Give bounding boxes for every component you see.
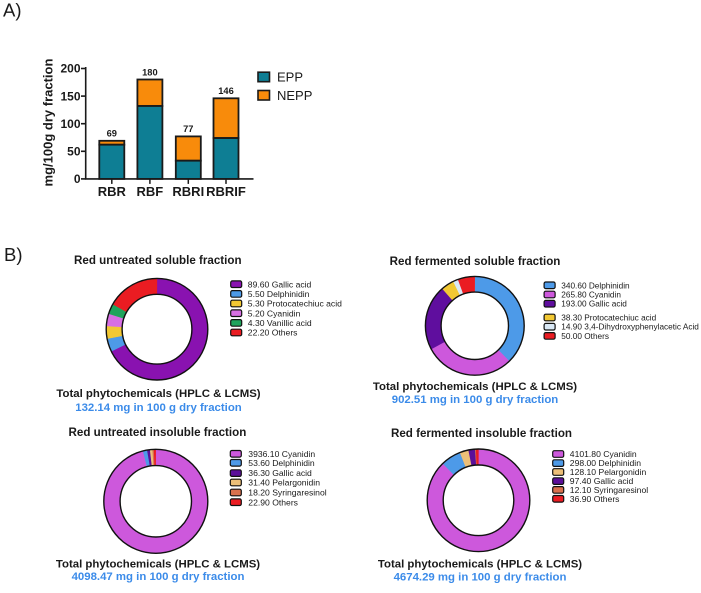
- svg-text:50.00 Others: 50.00 Others: [561, 332, 609, 341]
- svg-text:193.00 Gallic acid: 193.00 Gallic acid: [561, 300, 627, 309]
- svg-text:5.50 Delphinidin: 5.50 Delphinidin: [248, 289, 310, 299]
- svg-text:4674.29 mg in 100 g dry fracti: 4674.29 mg in 100 g dry fraction: [394, 571, 567, 583]
- svg-text:265.80 Cyanidin: 265.80 Cyanidin: [561, 290, 621, 299]
- svg-text:14.90 3,4-Dihydroxyphenylaceti: 14.90 3,4-Dihydroxyphenylacetic Acid: [561, 323, 699, 332]
- svg-text:146: 146: [218, 86, 234, 96]
- svg-text:150: 150: [60, 89, 80, 103]
- svg-text:NEPP: NEPP: [277, 88, 312, 103]
- svg-text:38.30 Protocatechiuc acid: 38.30 Protocatechiuc acid: [561, 313, 656, 322]
- svg-text:4098.47 mg in 100 g dry fracti: 4098.47 mg in 100 g dry fraction: [72, 571, 245, 583]
- svg-text:Total phytochemicals (HPLC & L: Total phytochemicals (HPLC & LCMS): [378, 559, 582, 571]
- svg-text:12.10 Syringaresinol: 12.10 Syringaresinol: [570, 485, 648, 495]
- svg-text:180: 180: [142, 67, 158, 77]
- svg-text:mg/100g dry fraction: mg/100g dry fraction: [41, 59, 56, 187]
- svg-text:Total phytochemicals (HPLC & L: Total phytochemicals (HPLC & LCMS): [56, 558, 260, 570]
- svg-text:RBRIF: RBRIF: [206, 184, 246, 199]
- svg-text:132.14 mg in 100 g dry fractio: 132.14 mg in 100 g dry fraction: [75, 402, 242, 414]
- svg-text:18.20 Syringaresinol: 18.20 Syringaresinol: [248, 488, 326, 498]
- svg-text:0: 0: [74, 172, 81, 186]
- svg-text:97.40 Gallic acid: 97.40 Gallic acid: [570, 476, 634, 486]
- svg-text:128.10 Pelargonidin: 128.10 Pelargonidin: [570, 467, 647, 477]
- svg-text:22.90 Others: 22.90 Others: [248, 497, 298, 507]
- svg-text:77: 77: [183, 124, 193, 134]
- svg-text:RBF: RBF: [137, 184, 164, 199]
- svg-text:EPP: EPP: [277, 70, 303, 85]
- svg-text:Red untreated insoluble fracti: Red untreated insoluble fraction: [69, 426, 247, 439]
- svg-text:100: 100: [60, 117, 80, 131]
- svg-text:69: 69: [107, 129, 117, 139]
- svg-text:22.20 Others: 22.20 Others: [248, 328, 298, 338]
- svg-text:89.60 Gallic acid: 89.60 Gallic acid: [248, 279, 312, 289]
- svg-text:A): A): [3, 0, 22, 21]
- svg-text:5.20 Cyanidin: 5.20 Cyanidin: [248, 308, 301, 318]
- svg-text:Total phytochemicals (HPLC & L: Total phytochemicals (HPLC & LCMS): [56, 388, 260, 400]
- svg-text:50: 50: [67, 145, 81, 159]
- svg-text:902.51 mg in 100 g dry fractio: 902.51 mg in 100 g dry fraction: [392, 394, 559, 406]
- svg-text:Red untreated soluble fraction: Red untreated soluble fraction: [74, 254, 242, 267]
- svg-text:4101.80 Cyanidin: 4101.80 Cyanidin: [570, 449, 637, 459]
- svg-text:36.90 Others: 36.90 Others: [570, 494, 620, 504]
- svg-text:53.60 Delphinidin: 53.60 Delphinidin: [248, 458, 315, 468]
- svg-text:4.30 Vanillic acid: 4.30 Vanillic acid: [248, 318, 312, 328]
- svg-text:RBRI: RBRI: [172, 184, 204, 199]
- svg-text:B): B): [4, 244, 23, 265]
- svg-text:Total phytochemicals (HPLC & L: Total phytochemicals (HPLC & LCMS): [373, 381, 577, 393]
- svg-text:298.00 Delphinidin: 298.00 Delphinidin: [570, 458, 641, 468]
- svg-text:Red fermented insoluble fracti: Red fermented insoluble fraction: [391, 427, 572, 440]
- svg-text:Red fermented soluble fraction: Red fermented soluble fraction: [390, 255, 561, 268]
- svg-text:31.40 Pelargonidin: 31.40 Pelargonidin: [248, 478, 320, 488]
- svg-text:5.30 Protocatechiuc acid: 5.30 Protocatechiuc acid: [248, 299, 342, 309]
- svg-text:3936.10 Cyanidin: 3936.10 Cyanidin: [248, 449, 315, 459]
- svg-text:340.60 Delphinidin: 340.60 Delphinidin: [561, 281, 630, 290]
- svg-text:RBR: RBR: [98, 184, 127, 199]
- svg-text:36.30 Gallic acid: 36.30 Gallic acid: [248, 468, 312, 478]
- svg-text:200: 200: [60, 62, 80, 76]
